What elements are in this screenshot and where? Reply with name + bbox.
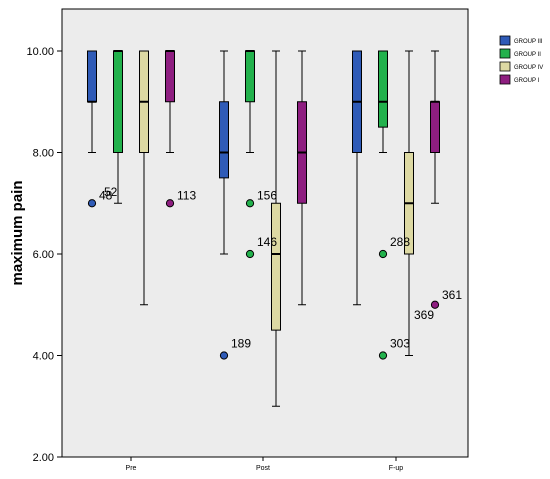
y-tick-label: 4.00 bbox=[33, 351, 54, 363]
outlier-point bbox=[245, 199, 255, 208]
y-tick-label: 8.00 bbox=[33, 148, 54, 160]
box-group-ii-post bbox=[245, 50, 255, 153]
legend: GROUP III GROUP II GROUP IV GROUP I bbox=[499, 35, 543, 85]
outlier-point bbox=[430, 300, 440, 309]
outlier-label: 361 bbox=[442, 288, 462, 302]
box-group-ii-f-up bbox=[378, 50, 388, 153]
outlier-point bbox=[378, 351, 388, 360]
box-group-i-pre bbox=[165, 50, 175, 153]
box-group-i-post bbox=[297, 50, 307, 306]
outlier-points: 48 189 156 146 288 303 113 361 52 369 bbox=[87, 185, 462, 360]
y-tick-label: 10.00 bbox=[26, 46, 54, 58]
outlier-label: 48 bbox=[99, 188, 113, 202]
iqr-box bbox=[430, 101, 440, 153]
plot-area bbox=[61, 8, 469, 458]
x-tick-label: F-up bbox=[389, 465, 404, 472]
iqr-box bbox=[165, 50, 175, 103]
legend-swatch bbox=[499, 74, 511, 85]
outlier-point bbox=[165, 199, 175, 208]
box-group-iii-f-up bbox=[352, 50, 362, 306]
y-tick-label: 2.00 bbox=[33, 452, 54, 464]
iqr-box bbox=[245, 50, 255, 103]
legend-swatch bbox=[499, 61, 511, 72]
x-axis: Pre Post F-up bbox=[126, 457, 404, 472]
outlier-label: 369 bbox=[414, 308, 434, 322]
outlier-point bbox=[87, 199, 97, 208]
outlier-label: 303 bbox=[390, 337, 410, 351]
legend-label: GROUP III bbox=[514, 39, 543, 45]
x-tick-label: Pre bbox=[126, 465, 137, 472]
iqr-box bbox=[271, 202, 281, 331]
iqr-box bbox=[378, 50, 388, 128]
box-group-iv-f-up bbox=[404, 50, 414, 356]
legend-label: GROUP II bbox=[514, 52, 541, 58]
outlier-label: 189 bbox=[231, 337, 251, 351]
box-group-iv-post bbox=[271, 50, 281, 407]
box-group-iii-pre bbox=[87, 50, 97, 153]
outlier-label: 52 bbox=[104, 185, 118, 199]
outlier-label: 156 bbox=[257, 188, 277, 202]
y-axis-label: maximum pain bbox=[9, 180, 26, 285]
iqr-box bbox=[219, 101, 229, 179]
iqr-box bbox=[113, 50, 123, 153]
legend-swatch bbox=[499, 35, 511, 46]
y-axis: 2.00 4.00 6.00 8.00 10.00 bbox=[26, 46, 62, 464]
iqr-box bbox=[87, 50, 97, 103]
x-tick-label: Post bbox=[256, 465, 270, 472]
box-group-iv-pre bbox=[139, 50, 149, 306]
y-tick-label: 6.00 bbox=[33, 249, 54, 261]
outlier-point bbox=[245, 249, 255, 259]
box-series bbox=[87, 50, 440, 407]
legend-label: GROUP I bbox=[514, 78, 540, 84]
outlier-label: 288 bbox=[390, 235, 410, 249]
legend-swatch bbox=[499, 48, 511, 59]
outlier-label: 146 bbox=[257, 235, 277, 249]
legend-label: GROUP IV bbox=[514, 65, 543, 71]
box-group-ii-pre bbox=[113, 50, 123, 204]
outlier-label: 113 bbox=[177, 188, 196, 202]
box-group-iii-post bbox=[219, 50, 229, 255]
outlier-point bbox=[219, 351, 229, 360]
box-group-i-f-up bbox=[430, 50, 440, 204]
outlier-point bbox=[378, 249, 388, 259]
